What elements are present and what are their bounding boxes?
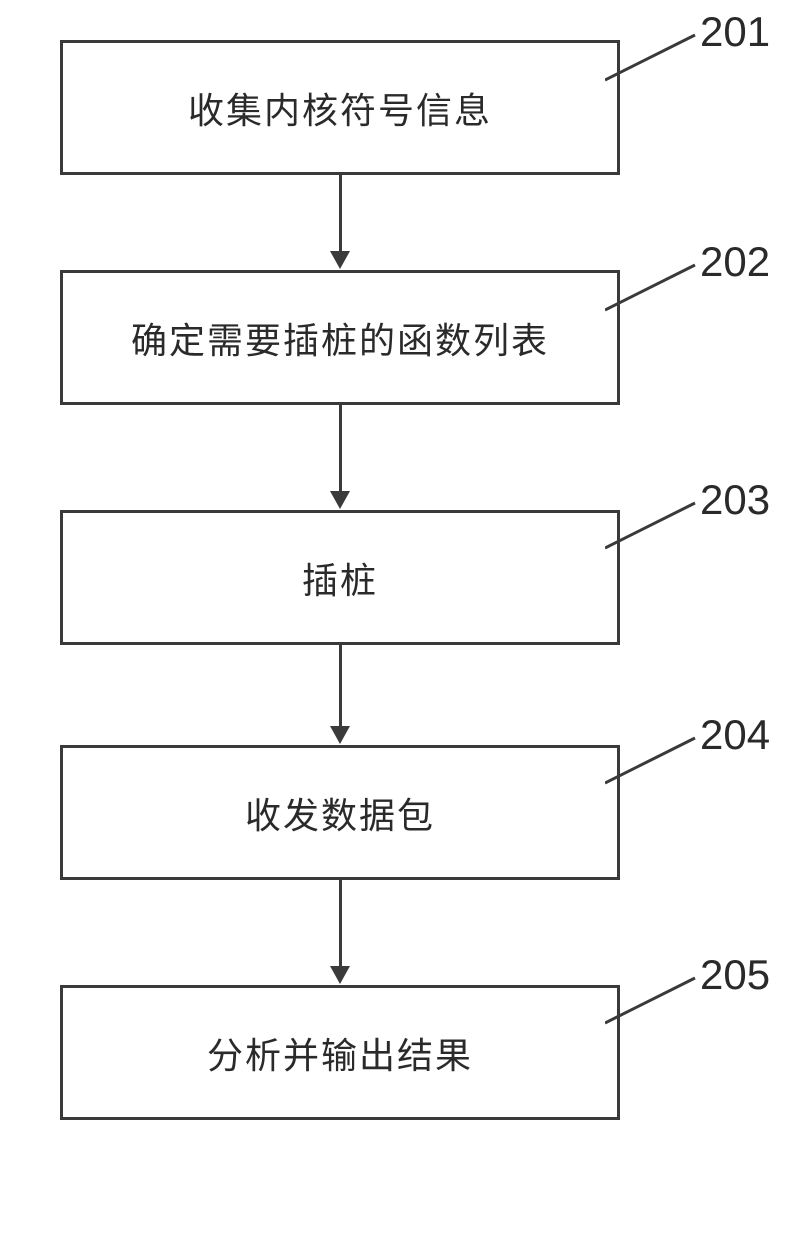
flowchart-arrow [330, 405, 350, 509]
flowchart-arrow [330, 880, 350, 984]
step-label: 203 [700, 476, 770, 524]
step-text: 确定需要插桩的函数列表 [131, 312, 549, 364]
step-text: 插桩 [302, 552, 378, 604]
flowchart-arrow [330, 645, 350, 744]
callout-line [605, 498, 705, 558]
step-label: 205 [700, 951, 770, 999]
flowchart-step: 分析并输出结果 [60, 985, 620, 1120]
callout-line [605, 973, 705, 1033]
step-text: 收发数据包 [245, 787, 435, 839]
step-text: 分析并输出结果 [207, 1027, 473, 1079]
flowchart-arrow [330, 175, 350, 269]
callout-line [605, 30, 705, 90]
flowchart-step: 确定需要插桩的函数列表 [60, 270, 620, 405]
step-label: 202 [700, 238, 770, 286]
callout-line [605, 733, 705, 793]
step-text: 收集内核符号信息 [188, 82, 492, 134]
step-label: 204 [700, 711, 770, 759]
flowchart-step: 收发数据包 [60, 745, 620, 880]
step-label: 201 [700, 8, 770, 56]
callout-line [605, 260, 705, 320]
flowchart-step: 收集内核符号信息 [60, 40, 620, 175]
flowchart-step: 插桩 [60, 510, 620, 645]
